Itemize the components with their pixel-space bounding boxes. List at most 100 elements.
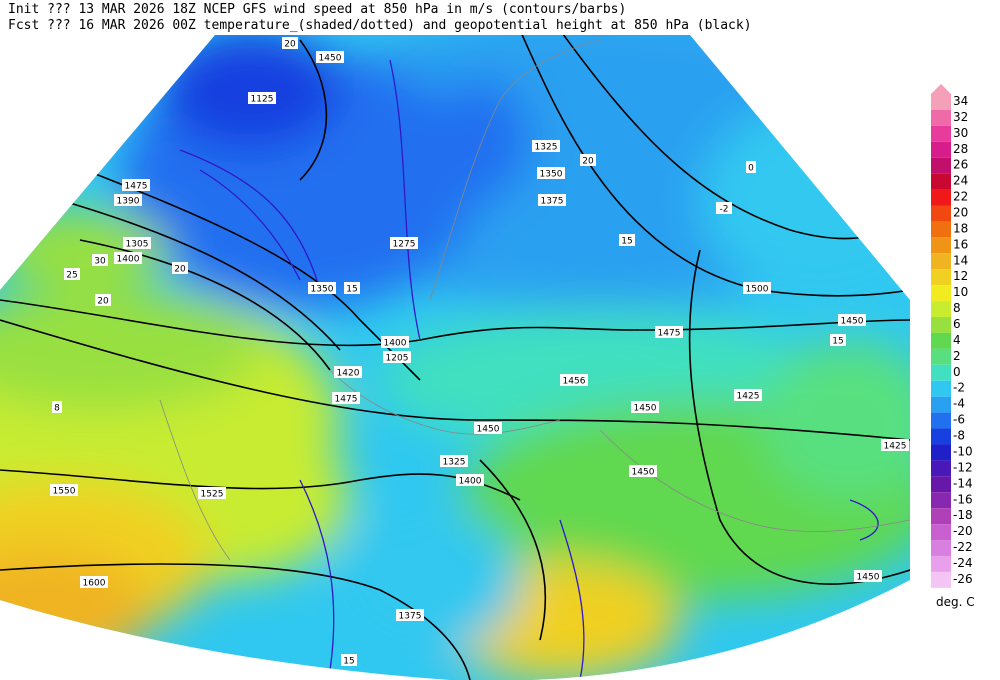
colorbar-swatch <box>931 173 951 190</box>
map-label-box <box>629 465 657 477</box>
colorbar-swatch <box>931 109 951 126</box>
colorbar-label: 4 <box>953 333 961 347</box>
map-label-box <box>538 194 566 206</box>
colorbar-swatch <box>931 125 951 142</box>
colorbar-swatch <box>931 189 951 206</box>
colorbar-swatch <box>931 94 951 110</box>
colorbar-swatch <box>931 412 951 429</box>
colorbar-label: -2 <box>953 381 965 395</box>
colorbar-label: 0 <box>953 365 961 379</box>
map-label-box <box>716 202 732 214</box>
map-label-box <box>64 268 80 280</box>
map-label-box <box>114 194 142 206</box>
map-label: 1500 <box>746 285 769 295</box>
colorbar-label: -4 <box>953 397 965 411</box>
map-label: 25 <box>66 271 77 281</box>
map-label-box <box>248 92 276 104</box>
colorbar-swatch <box>931 285 951 302</box>
map-label-box <box>332 392 360 404</box>
map-label: 15 <box>346 285 357 295</box>
map-label-box <box>532 140 560 152</box>
header-line-2: Fcst ??? 16 MAR 2026 00Z temperature_(sh… <box>8 18 752 33</box>
colorbar-label: -12 <box>953 460 973 474</box>
map-label: 1400 <box>117 255 140 265</box>
colorbar-label: 14 <box>953 253 968 267</box>
colorbar-label: 12 <box>953 269 968 283</box>
colorbar-label: -26 <box>953 572 973 586</box>
colorbar-label: 34 <box>953 94 968 108</box>
map-label: 1375 <box>541 197 564 207</box>
colorbar-swatch <box>931 396 951 413</box>
map-label: 1450 <box>634 404 657 414</box>
colorbar-swatch <box>931 269 951 286</box>
map-label-box <box>655 326 683 338</box>
map-label: 1325 <box>443 458 466 468</box>
colorbar-swatch <box>931 141 951 158</box>
map-label: 1350 <box>540 170 563 180</box>
colorbar-swatch <box>931 524 951 541</box>
map-label: -2 <box>720 205 729 215</box>
map-label-box <box>172 262 188 274</box>
map-label-box <box>52 401 62 413</box>
colorbar-label: -22 <box>953 540 973 554</box>
map-label: 1450 <box>841 317 864 327</box>
colorbar-swatch <box>931 428 951 445</box>
map-label-box <box>881 439 909 451</box>
colorbar-swatch <box>931 555 951 572</box>
map-label-box <box>734 389 762 401</box>
colorbar-swatch <box>931 508 951 525</box>
map-label: 15 <box>343 657 354 667</box>
map-label: 1400 <box>384 339 407 349</box>
map-label: 15 <box>621 237 632 247</box>
map-label: 1450 <box>319 54 342 64</box>
map-label: 1375 <box>399 612 422 622</box>
map-label: 8 <box>54 404 60 414</box>
map-label: 1275 <box>393 240 416 250</box>
map-label-box <box>282 37 298 49</box>
map-label-box <box>619 234 635 246</box>
map-label: 1400 <box>459 477 482 487</box>
colorbar-swatch <box>931 157 951 174</box>
map-label: 1350 <box>311 285 334 295</box>
colorbar-label: -20 <box>953 524 973 538</box>
map-label: 30 <box>94 257 106 267</box>
colorbar-swatch <box>931 476 951 493</box>
map-label-box <box>390 237 418 249</box>
colorbar-swatch <box>931 460 951 477</box>
map-label: 20 <box>284 40 296 50</box>
colorbar-arrow <box>931 84 951 94</box>
colorbar-swatch <box>931 571 951 588</box>
colorbar-swatch <box>931 332 951 349</box>
colorbar-label: 10 <box>953 285 968 299</box>
map-label-box <box>830 334 846 346</box>
colorbar-label: -24 <box>953 556 973 570</box>
colorbar-label: 6 <box>953 317 961 331</box>
map-label-box <box>456 474 484 486</box>
map-label-box <box>580 154 596 166</box>
colorbar-label: -8 <box>953 429 965 443</box>
map-label: 1550 <box>53 487 76 497</box>
map-label-box <box>838 314 866 326</box>
colorbar-swatch <box>931 348 951 365</box>
map-label-box <box>474 422 502 434</box>
colorbar-swatch <box>931 253 951 270</box>
map-label: 1125 <box>251 95 274 105</box>
colorbar-swatch <box>931 364 951 381</box>
map-label-box <box>334 366 362 378</box>
map-label: 20 <box>582 157 594 167</box>
map-label-box <box>123 237 151 249</box>
colorbar-swatch <box>931 444 951 461</box>
map-label: 1475 <box>335 395 358 405</box>
colorbar-label: 8 <box>953 301 961 315</box>
map-label-box <box>743 282 771 294</box>
coastlines <box>159 39 910 561</box>
map-label-box <box>440 455 468 467</box>
colorbar-unit: deg. C <box>936 595 975 609</box>
map-label: 1475 <box>658 329 681 339</box>
map-label-box <box>122 179 150 191</box>
map-label: 0 <box>748 164 754 174</box>
colorbar-label: 30 <box>953 126 968 140</box>
map-label-box <box>560 374 588 386</box>
